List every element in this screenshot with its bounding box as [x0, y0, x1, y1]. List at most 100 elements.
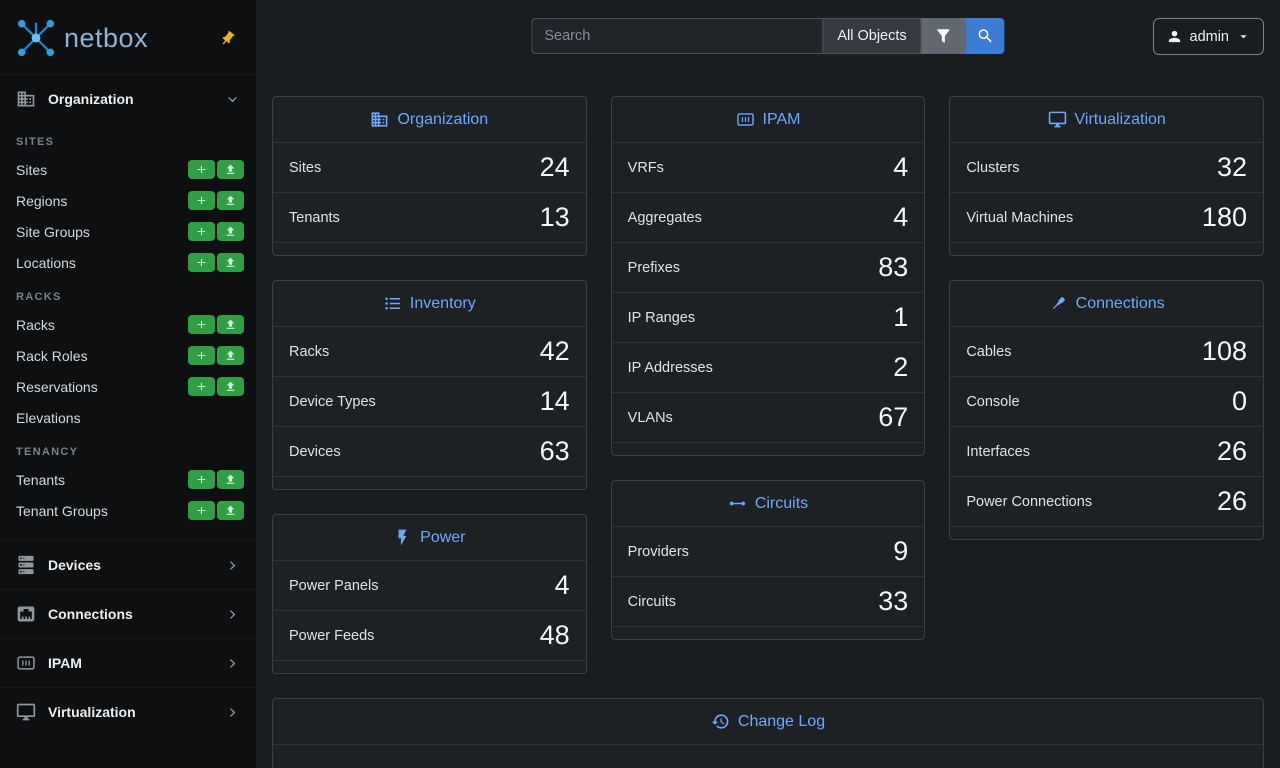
main-area: All Objects admin Organization — [256, 0, 1280, 768]
nav-label: Connections — [48, 606, 133, 622]
stat-row-console[interactable]: Console 0 — [950, 377, 1263, 427]
stat-row-vrfs[interactable]: VRFs 4 — [611, 143, 925, 193]
stat-row-ip-addresses[interactable]: IP Addresses 2 — [611, 343, 925, 393]
import-button[interactable] — [217, 315, 244, 334]
monitor-icon — [1048, 110, 1067, 129]
stat-row-power-panels[interactable]: Power Panels 4 — [273, 561, 586, 611]
add-button[interactable] — [188, 253, 215, 272]
stat-row-power-feeds[interactable]: Power Feeds 48 — [273, 611, 586, 661]
nav-section-connections: Connections — [0, 589, 256, 638]
import-button[interactable] — [217, 191, 244, 210]
add-button[interactable] — [188, 470, 215, 489]
card-title-circuits[interactable]: Circuits — [611, 481, 925, 527]
sidebar-item-organization[interactable]: Organization — [0, 75, 256, 123]
dashboard-column-1: Organization Sites 24 Tenants 13 Invento… — [272, 96, 587, 674]
nav-item-racks[interactable]: Racks — [0, 309, 256, 340]
import-button[interactable] — [217, 501, 244, 520]
quick-actions — [188, 346, 244, 365]
card-title-connections[interactable]: Connections — [950, 281, 1263, 327]
stat-row-aggregates[interactable]: Aggregates 4 — [611, 193, 925, 243]
filter-button[interactable] — [921, 18, 966, 54]
stat-row-racks[interactable]: Racks 42 — [273, 327, 586, 377]
stat-row-providers[interactable]: Providers 9 — [611, 527, 925, 577]
card-title-virtualization[interactable]: Virtualization — [950, 97, 1263, 143]
stat-row-vlans[interactable]: VLANs 67 — [611, 393, 925, 443]
stat-row-cables[interactable]: Cables 108 — [950, 327, 1263, 377]
import-button[interactable] — [217, 470, 244, 489]
import-button[interactable] — [217, 222, 244, 241]
stat-value: 9 — [893, 536, 909, 566]
nav-item-label: Tenants — [16, 471, 66, 488]
netbox-logo[interactable]: netbox — [14, 18, 148, 58]
card-title-changelog[interactable]: Change Log — [273, 699, 1263, 745]
card-title-organization[interactable]: Organization — [273, 97, 586, 143]
stat-label: Virtual Machines — [966, 209, 1074, 226]
nav-item-locations[interactable]: Locations — [0, 247, 256, 278]
stat-value: 13 — [539, 202, 570, 232]
card-circuits: Circuits Providers 9 Circuits 33 — [610, 480, 926, 640]
nav-item-label: Rack Roles — [16, 347, 88, 364]
card-ipam: IPAM VRFs 4 Aggregates 4 Prefixes 83 — [610, 96, 926, 456]
stat-value: 180 — [1201, 202, 1247, 232]
stat-row-ip-ranges[interactable]: IP Ranges 1 — [611, 293, 925, 343]
nav-item-elevations[interactable]: Elevations — [0, 402, 256, 433]
nav-item-rack-roles[interactable]: Rack Roles — [0, 340, 256, 371]
sidebar-item-connections[interactable]: Connections — [0, 590, 256, 638]
history-icon — [711, 712, 730, 731]
nav-item-tenant-groups[interactable]: Tenant Groups — [0, 495, 256, 526]
counter-icon — [16, 653, 36, 673]
add-button[interactable] — [188, 160, 215, 179]
stat-row-devices[interactable]: Devices 63 — [273, 427, 586, 477]
stat-value: 4 — [893, 152, 909, 182]
counter-icon — [736, 110, 755, 129]
object-type-button[interactable]: All Objects — [822, 18, 922, 54]
stat-row-clusters[interactable]: Clusters 32 — [950, 143, 1263, 193]
sidebar-item-devices[interactable]: Devices — [0, 541, 256, 589]
stat-row-circuits[interactable]: Circuits 33 — [611, 577, 925, 627]
upload-icon — [224, 256, 237, 269]
add-button[interactable] — [188, 501, 215, 520]
card-title-ipam[interactable]: IPAM — [611, 97, 925, 143]
import-button[interactable] — [217, 346, 244, 365]
add-button[interactable] — [188, 191, 215, 210]
nav-item-site-groups[interactable]: Site Groups — [0, 216, 256, 247]
stat-label: Power Feeds — [289, 627, 375, 644]
stat-row-interfaces[interactable]: Interfaces 26 — [950, 427, 1263, 477]
nav-group-heading-tenancy: TENANCY — [16, 446, 79, 458]
sidebar-item-virtualization[interactable]: Virtualization — [0, 688, 256, 736]
nav-item-tenants[interactable]: Tenants — [0, 464, 256, 495]
nav-item-sites[interactable]: Sites — [0, 154, 256, 185]
import-button[interactable] — [217, 160, 244, 179]
search-button[interactable] — [965, 18, 1005, 54]
add-button[interactable] — [188, 346, 215, 365]
stat-row-power-connections[interactable]: Power Connections 26 — [950, 477, 1263, 527]
plus-icon — [195, 473, 208, 486]
list-icon — [383, 294, 402, 313]
stat-row-virtual-machines[interactable]: Virtual Machines 180 — [950, 193, 1263, 243]
stat-row-tenants[interactable]: Tenants 13 — [273, 193, 586, 243]
stat-label: Power Connections — [966, 493, 1093, 510]
add-button[interactable] — [188, 222, 215, 241]
stat-value: 67 — [878, 402, 909, 432]
card-title-inventory[interactable]: Inventory — [273, 281, 586, 327]
card-title-power[interactable]: Power — [273, 515, 586, 561]
search-input[interactable] — [531, 18, 823, 54]
import-button[interactable] — [217, 253, 244, 272]
nav-item-regions[interactable]: Regions — [0, 185, 256, 216]
stat-row-device-types[interactable]: Device Types 14 — [273, 377, 586, 427]
stat-value: 1 — [893, 302, 909, 332]
add-button[interactable] — [188, 315, 215, 334]
stat-value: 2 — [893, 352, 909, 382]
quick-actions — [188, 222, 244, 241]
user-menu-button[interactable]: admin — [1152, 18, 1264, 55]
import-button[interactable] — [217, 377, 244, 396]
add-button[interactable] — [188, 377, 215, 396]
stat-value: 32 — [1216, 152, 1247, 182]
nav-item-reservations[interactable]: Reservations — [0, 371, 256, 402]
pin-sidebar-button[interactable] — [215, 26, 240, 51]
sidebar-item-ipam[interactable]: IPAM — [0, 639, 256, 687]
stat-row-sites[interactable]: Sites 24 — [273, 143, 586, 193]
stat-row-prefixes[interactable]: Prefixes 83 — [611, 243, 925, 293]
dashboard-grid: Organization Sites 24 Tenants 13 Invento… — [272, 96, 1264, 674]
stat-value: 33 — [878, 586, 909, 616]
